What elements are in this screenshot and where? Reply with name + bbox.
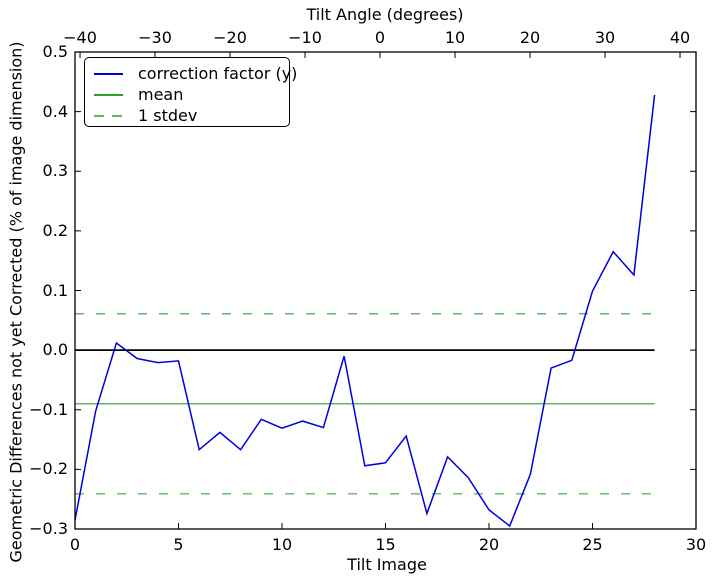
top-tick-label: 20 — [519, 28, 541, 47]
top-tick-label: 0 — [374, 28, 386, 47]
legend-line-sample-dashed — [94, 114, 123, 117]
legend: correction factor (y) mean 1 stdev — [84, 57, 297, 127]
y-tick-label: 0.4 — [42, 101, 68, 121]
y-tick-label: 0.3 — [42, 161, 68, 181]
top-tick-label: 10 — [444, 28, 466, 47]
legend-label: mean — [138, 85, 184, 104]
y-tick-label: −0.3 — [29, 519, 68, 538]
x-tick-label: 5 — [173, 535, 184, 554]
legend-line-sample-blue — [94, 72, 123, 75]
legend-label: correction factor (y) — [138, 64, 298, 83]
x-tick-label: 30 — [685, 535, 707, 554]
top-tick-label: 40 — [669, 28, 691, 47]
top-axis-title: Tilt Angle (degrees) — [306, 5, 464, 24]
legend-item-mean: mean — [94, 84, 289, 105]
legend-item-correction-factor: correction factor (y) — [94, 63, 297, 84]
y-tick-label: 0.0 — [42, 340, 68, 360]
y-axis-label: Geometric Differences not yet Corrected … — [6, 41, 26, 563]
x-tick-label: 15 — [375, 535, 396, 554]
legend-line-sample-green — [94, 93, 123, 96]
y-tick-label: 0.5 — [42, 42, 68, 61]
x-tick-label: 25 — [582, 535, 603, 554]
x-tick-label: 0 — [69, 535, 81, 554]
top-tick-label: −40 — [63, 28, 97, 47]
y-tick-label: 0.1 — [42, 280, 68, 300]
top-tick-label: −30 — [138, 28, 172, 47]
y-tick-label: −0.2 — [29, 459, 68, 479]
x-axis-label: Tilt Image — [347, 555, 427, 574]
top-tick-label: −10 — [288, 28, 322, 47]
x-tick-label: 10 — [271, 535, 293, 554]
legend-item-stdev: 1 stdev — [94, 105, 289, 126]
y-tick-label: 0.2 — [42, 220, 68, 240]
legend-label: 1 stdev — [138, 106, 198, 125]
top-tick-label: 30 — [594, 28, 616, 47]
correction-factor-line — [74, 94, 656, 528]
top-tick-label: −20 — [213, 28, 247, 47]
y-tick-label: −0.1 — [29, 399, 68, 419]
x-tick-label: 20 — [478, 535, 500, 554]
